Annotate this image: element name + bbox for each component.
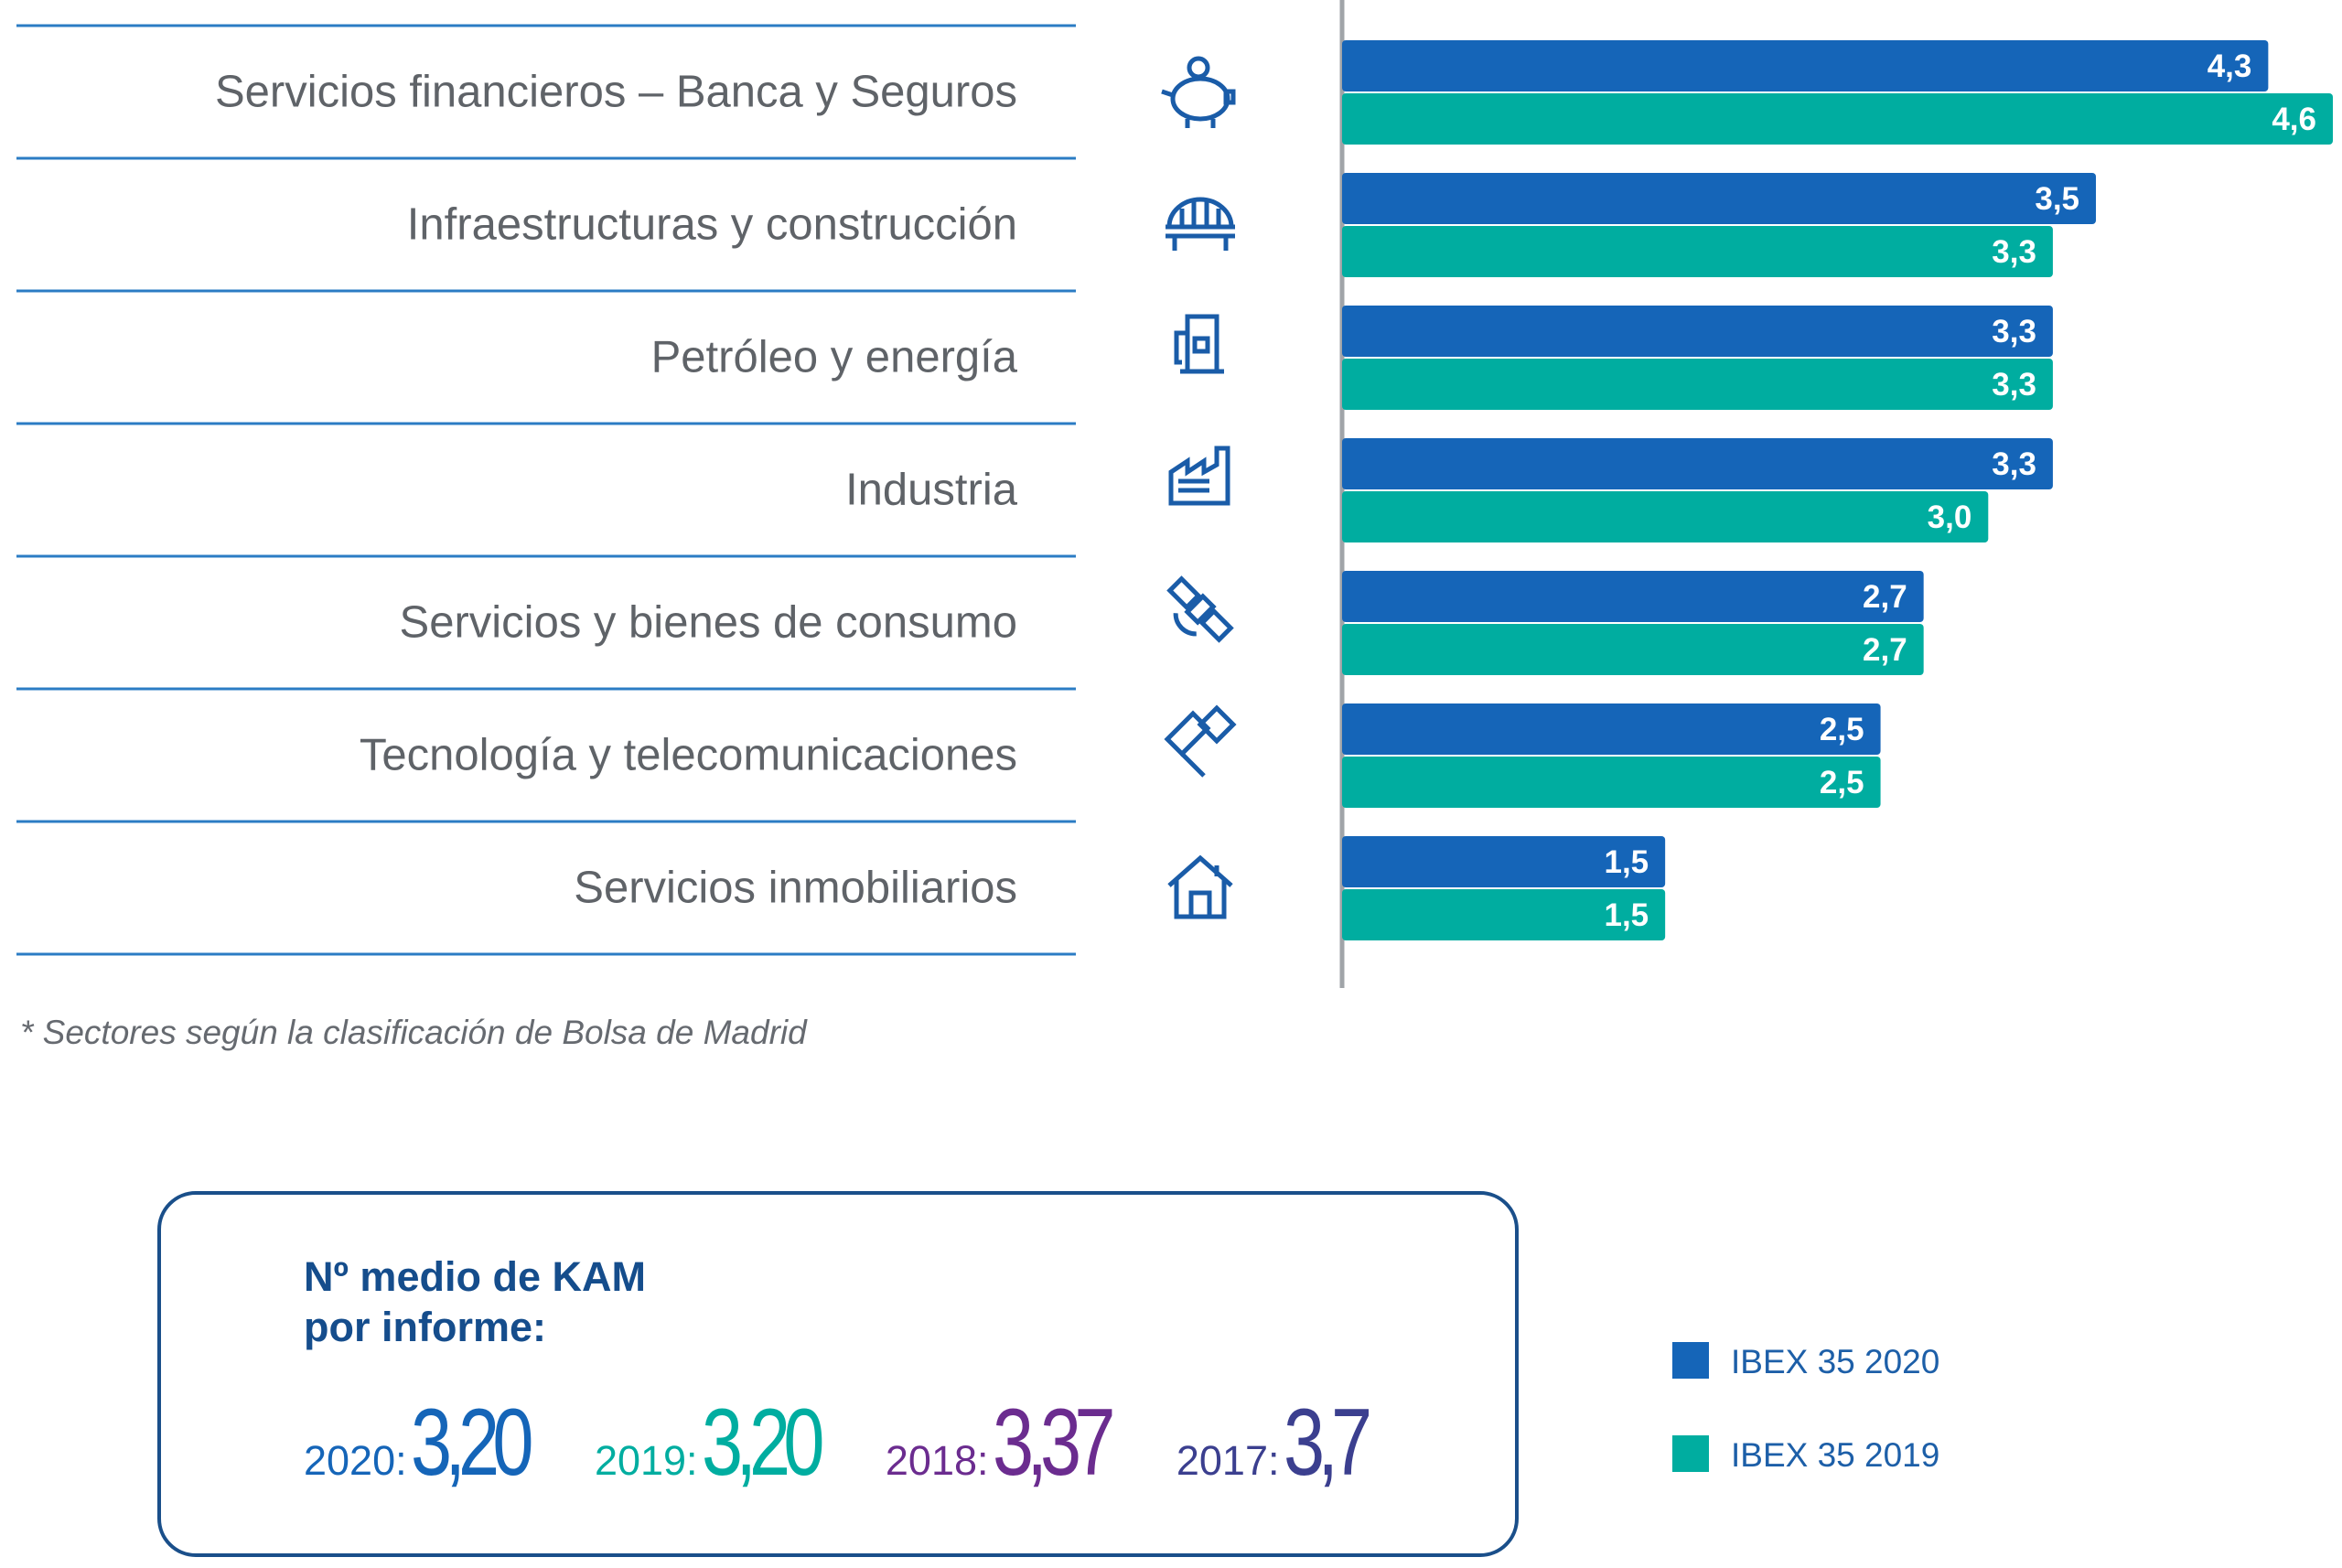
value-label: 3,3 — [1992, 367, 2036, 403]
piggy-bank-icon — [1161, 56, 1236, 128]
kam-year: 2018: — [885, 1437, 989, 1484]
factory-icon — [1168, 446, 1230, 506]
bar-2020 — [1342, 438, 2053, 489]
kam-year: 2019: — [594, 1437, 698, 1484]
kam-title: Nº medio de KAM por informe: — [304, 1251, 646, 1352]
category-labels: Servicios financieros – Banca y Seguros I… — [215, 68, 1018, 913]
legend-swatch — [1672, 1435, 1709, 1472]
kam-item-2019: 2019: 3,20 — [595, 1389, 834, 1498]
value-label: 3,5 — [2035, 181, 2079, 217]
bar-2019 — [1342, 359, 2053, 410]
footnote: * Sectores según la clasificación de Bol… — [20, 1014, 807, 1051]
bar-2019 — [1342, 889, 1666, 940]
kam-value: 3,37 — [992, 1390, 1116, 1496]
bar-2020 — [1342, 40, 2269, 91]
value-label: 3,0 — [1928, 499, 1972, 535]
kam-summary-box: Nº medio de KAM por informe: 2020: 3,20 … — [157, 1191, 1519, 1557]
value-label: 1,5 — [1604, 844, 1649, 880]
handshake-icon — [1164, 704, 1237, 778]
value-label: 2,5 — [1820, 712, 1864, 747]
bars: 4,3 4,6 3,5 3,3 3,3 3,3 3,3 3,0 2,7 2,7 2,5 2,5 1,5 1… — [1342, 40, 2333, 940]
bar-2019 — [1342, 226, 2053, 277]
legend-label: IBEX 35 2019 — [1731, 1436, 1940, 1474]
kam-year: 2017: — [1176, 1437, 1280, 1484]
category-label: Infraestructuras y construcción — [407, 200, 1017, 250]
category-label: Petróleo y energía — [651, 333, 1018, 382]
value-label: 3,3 — [1992, 446, 2036, 482]
row-dividers — [16, 24, 1076, 956]
bar-2020 — [1342, 571, 1924, 622]
legend-label: IBEX 35 2020 — [1731, 1343, 1940, 1380]
kam-value: 3,20 — [702, 1390, 825, 1496]
bridge-icon — [1166, 197, 1235, 251]
value-label: 2,5 — [1820, 765, 1864, 800]
value-label: 3,3 — [1992, 314, 2036, 349]
bar-chart: Servicios financieros – Banca y Seguros I… — [16, 0, 2333, 988]
category-label: Industria — [845, 466, 1018, 515]
category-label: Servicios financieros – Banca y Seguros — [215, 68, 1017, 117]
category-icons — [1161, 56, 1237, 919]
value-label: 1,5 — [1604, 897, 1649, 933]
value-label: 2,7 — [1863, 579, 1907, 615]
kam-title-line2: por informe: — [304, 1304, 546, 1350]
value-label: 2,7 — [1863, 632, 1907, 668]
category-label: Servicios inmobiliarios — [574, 864, 1017, 913]
bar-2020 — [1342, 173, 2097, 224]
bar-2019 — [1342, 491, 1989, 542]
fuel-pump-icon — [1174, 314, 1224, 374]
value-label: 4,3 — [2208, 48, 2252, 84]
kam-year: 2020: — [304, 1437, 407, 1484]
bar-2019 — [1342, 93, 2333, 145]
kam-item-2020: 2020: 3,20 — [304, 1389, 543, 1498]
kam-title-line1: Nº medio de KAM — [304, 1253, 646, 1300]
house-icon — [1167, 854, 1233, 919]
kam-values: 2020: 3,20 2019: 3,20 2018: 3,37 2017: 3… — [304, 1389, 1420, 1498]
category-label: Servicios y bienes de consumo — [400, 598, 1017, 648]
value-label: 4,6 — [2272, 102, 2316, 137]
kam-item-2017: 2017: 3,7 — [1176, 1389, 1372, 1498]
bar-2020 — [1342, 306, 2053, 357]
bar-2020 — [1342, 836, 1666, 887]
bar-2019 — [1342, 757, 1881, 808]
bar-2020 — [1342, 703, 1881, 755]
kam-item-2018: 2018: 3,37 — [886, 1389, 1125, 1498]
kam-value: 3,20 — [411, 1390, 534, 1496]
kam-value: 3,7 — [1283, 1390, 1372, 1496]
legend-swatch — [1672, 1342, 1709, 1379]
bar-2019 — [1342, 624, 1924, 675]
value-label: 3,3 — [1992, 234, 2036, 270]
category-label: Tecnología y telecomunicaciones — [360, 731, 1017, 780]
satellite-icon — [1166, 575, 1234, 643]
